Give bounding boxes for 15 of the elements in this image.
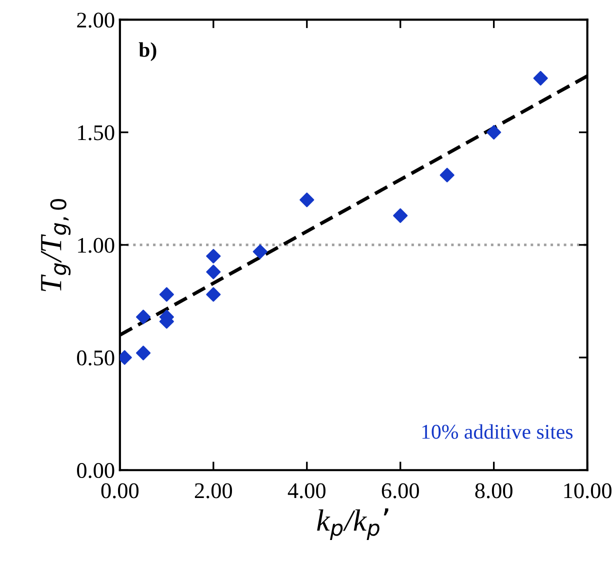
x-tick-label: 2.00 (194, 483, 232, 498)
x-tick-label: 10.00 (564, 483, 612, 498)
y-tick-label: 2.00 (77, 12, 114, 28)
y-tick-label: 0.00 (77, 463, 114, 478)
x-tick-label: 6.00 (382, 483, 419, 498)
x-tick-label: 4.00 (288, 483, 326, 498)
annotation: 10% additive sites (422, 424, 573, 439)
y-tick-label: 1.50 (78, 125, 114, 140)
y-axis-title: T$_{g}$/T$_{g,0}$ (40, 198, 71, 292)
y-tick-label: 1.00 (78, 238, 114, 253)
annotation: b) (138, 42, 156, 62)
x-axis-title: k$_{p}$/k$_{p}$’ (317, 508, 388, 540)
y-tick-label: 0.50 (77, 350, 114, 366)
x-tick-label: 8.00 (475, 483, 512, 498)
x-tick-label: 0.00 (101, 483, 139, 498)
